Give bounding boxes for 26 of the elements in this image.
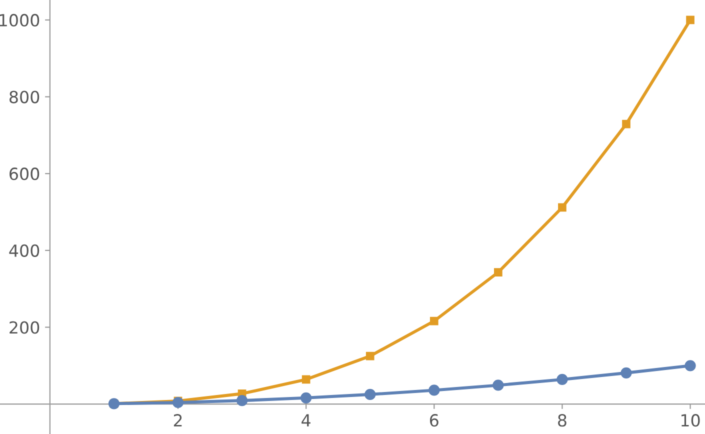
point (364, 388, 376, 400)
y-tick-label: 800 (10, 90, 40, 104)
y-tick-label: 1000 (0, 14, 40, 27)
point (366, 352, 374, 360)
x-tick-label: 6 (430, 414, 438, 427)
x-tick-label: 10 (682, 414, 700, 427)
point (686, 16, 694, 24)
y-tick-label: 200 (10, 321, 40, 334)
point (236, 395, 248, 406)
point (300, 392, 312, 404)
point (622, 120, 630, 128)
x-tick-label: 2 (174, 414, 182, 426)
point (494, 268, 502, 276)
point (430, 316, 438, 326)
x-tick-label: 8 (558, 414, 566, 427)
point (428, 384, 440, 396)
point (492, 380, 504, 391)
x-tick-label: 4 (302, 414, 310, 426)
point (302, 375, 310, 384)
point (172, 396, 184, 408)
y-tick-label: 600 (10, 168, 40, 180)
point (556, 374, 568, 386)
point (684, 360, 696, 372)
y-tick-label: 400 (9, 244, 40, 257)
point (620, 367, 632, 378)
point (558, 203, 566, 212)
